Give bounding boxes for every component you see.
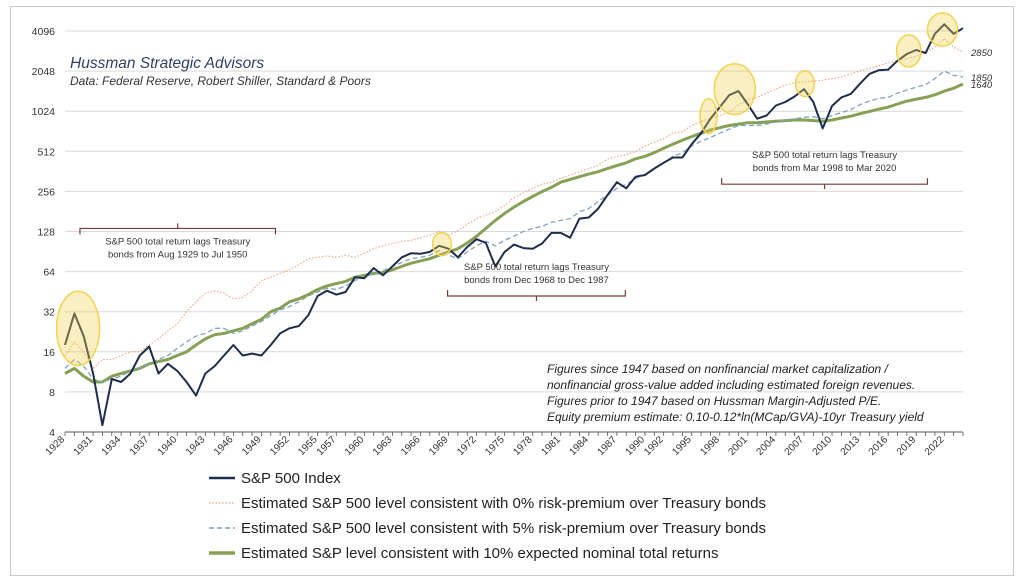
x-tick-label: 1981 [539,434,563,458]
chart-title: Hussman Strategic Advisors [70,55,264,72]
x-tick-label: 1957 [315,434,339,458]
valuation-peak-highlight [926,12,959,47]
x-tick-label: 2013 [839,434,863,458]
valuation-peak-highlight [431,231,453,257]
lag-annotation-text: bonds from Aug 1929 to Jul 1950 [108,249,247,260]
end-value-label: 1850 [971,73,993,84]
series-line-sp500 [64,23,964,427]
x-tick-label: 1937 [128,434,152,458]
lag-annotation-text: S&P 500 total return lags Treasury [752,150,897,161]
x-tick-label: 1960 [343,434,367,458]
x-tick-label: 1928 [44,434,68,458]
x-tick-label: 1952 [268,434,292,458]
end-value-label: 2850 [970,48,993,59]
y-tick-label: 256 [37,186,55,198]
x-tick-label: 1995 [670,434,694,458]
series-line-rp5 [64,70,964,383]
y-tick-label: 16 [43,347,55,359]
y-tick-label: 4 [49,427,55,439]
x-tick-label: 1940 [156,434,180,458]
end-value-label: 1640 [971,80,993,91]
note-line: Figures since 1947 based on nonfinancial… [547,362,890,376]
valuation-peak-highlight [794,69,816,98]
lag-bracket [446,289,626,301]
lag-annotation-text: S&P 500 total return lags Treasury [464,262,609,273]
legend: S&P 500 Index Estimated S&P 500 level con… [209,470,766,562]
x-tick-label: 1931 [72,434,96,458]
x-tick-label: 1943 [184,434,208,458]
x-tick-label: 1984 [567,434,591,458]
valuation-peak-highlight [699,98,718,135]
series-line-rp0 [64,37,964,369]
x-tick-label: 1966 [399,434,423,458]
lag-annotation-text: bonds from Dec 1968 to Dec 1987 [464,275,609,286]
x-tick-label: 2004 [755,434,779,458]
y-tick-label: 64 [43,267,55,279]
x-tick-label: 2001 [726,434,750,458]
y-tick-label: 128 [37,227,55,239]
x-tick-label: 2019 [895,434,919,458]
highlight-layer [55,12,959,367]
legend-label-sp500: S&P 500 Index [241,470,341,487]
series-line-ret10 [64,82,964,384]
x-tick-label: 2016 [867,434,891,458]
x-tick-label: 1972 [455,434,479,458]
y-tick-label: 4096 [32,26,56,38]
y-tick-label: 32 [43,307,55,319]
x-tick-label: 1975 [483,434,507,458]
x-tick-label: 1946 [212,434,236,458]
x-tick-label: 1955 [296,434,320,458]
lag-bracket [721,178,929,190]
lag-annotation-text: bonds from Mar 1998 to Mar 2020 [753,163,897,174]
x-tick-label: 1987 [596,434,620,458]
note-line: Equity premium estimate: 0.10-0.12*ln(MC… [547,410,924,424]
chart-frame: 2850 1850 1640 S&P 500 total return lags Tr… [10,6,1014,576]
x-tick-label: 1990 [624,434,648,458]
x-tick-label: 2007 [783,434,807,458]
valuation-peak-highlight [713,63,757,116]
series-layer [64,23,964,427]
y-tick-label: 512 [37,146,55,158]
y-tick-label: 8 [49,387,55,399]
x-tick-label: 1963 [371,434,395,458]
x-tick-label: 1992 [642,434,666,458]
methodology-note: Figures since 1947 based on nonfinancial… [547,362,924,424]
chart-subtitle: Data: Federal Reserve, Robert Shiller, S… [70,74,371,88]
valuation-peak-highlight [895,34,922,68]
lag-annotation-text: S&P 500 total return lags Treasury [105,236,250,247]
x-tick-label: 1998 [698,434,722,458]
legend-label-rp5: Estimated S&P 500 level consistent with … [241,520,766,537]
lag-bracket [79,223,277,235]
x-tick-label: 1978 [511,434,535,458]
x-tick-label: 1949 [240,434,264,458]
legend-label-ret10: Estimated S&P level consistent with 10% … [241,545,718,562]
x-tick-label: 1969 [427,434,451,458]
note-line: Figures prior to 1947 based on Hussman M… [547,394,881,408]
valuation-peak-highlight [55,290,101,367]
note-line: nonfinancial gross-value added including… [547,378,915,392]
legend-label-rp0: Estimated S&P 500 level consistent with … [241,495,766,512]
x-tick-label: 2022 [923,434,947,458]
grid-layer [65,30,963,433]
y-tick-label: 2048 [32,66,56,78]
x-tick-label: 1934 [100,434,124,458]
x-tick-label: 2010 [811,434,835,458]
y-tick-label: 1024 [32,106,56,118]
